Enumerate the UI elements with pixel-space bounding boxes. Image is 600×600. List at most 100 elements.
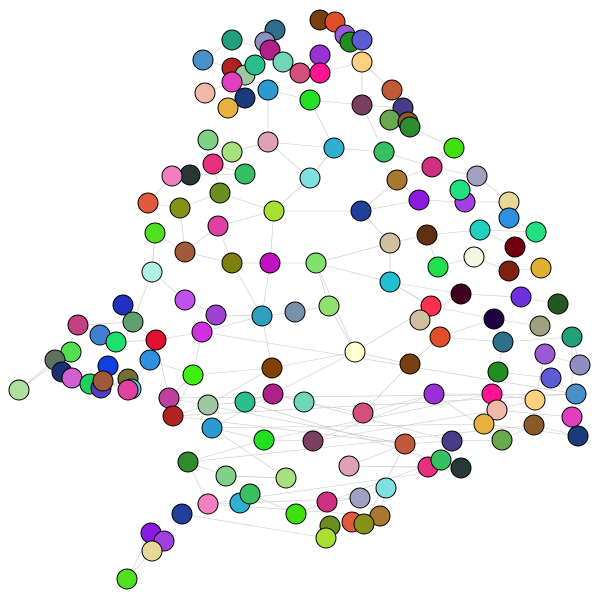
- graph-edge: [496, 409, 573, 418]
- graph-node: [285, 503, 307, 525]
- graph-node: [261, 357, 283, 379]
- graph-node: [309, 44, 331, 66]
- graph-node: [379, 271, 401, 293]
- graph-node: [525, 221, 547, 243]
- graph-node: [205, 304, 227, 326]
- graph-node: [466, 165, 488, 187]
- graph-node: [523, 414, 545, 436]
- graph-node: [221, 252, 243, 274]
- graph-edge: [315, 262, 391, 283]
- graph-node: [530, 257, 552, 279]
- graph-node: [144, 222, 166, 244]
- graph-node: [122, 311, 144, 333]
- graph-node: [257, 79, 279, 101]
- graph-node: [353, 513, 375, 535]
- graph-node: [141, 261, 163, 283]
- graph-edge: [239, 497, 361, 504]
- graph-edge: [312, 409, 498, 442]
- graph-node: [423, 383, 445, 405]
- graph-node: [145, 329, 167, 351]
- graph-edge: [181, 513, 327, 539]
- graph-node: [171, 503, 193, 525]
- graph-node: [409, 309, 431, 331]
- graph-edge: [272, 351, 356, 395]
- graph-edge: [502, 336, 573, 343]
- graph-edge: [312, 393, 435, 442]
- graph-edge: [211, 423, 485, 429]
- graph-node: [430, 449, 452, 471]
- graph-node: [197, 394, 219, 416]
- graph-node: [92, 370, 114, 392]
- graph-node: [349, 487, 371, 509]
- graph-node: [379, 109, 401, 131]
- graph-node: [169, 197, 191, 219]
- graph-edge: [187, 439, 265, 463]
- graph-node: [429, 326, 451, 348]
- graph-node: [309, 62, 331, 84]
- graph-node: [352, 402, 374, 424]
- graph-node: [386, 169, 408, 191]
- graph-node: [217, 97, 239, 119]
- graph-edge: [201, 331, 577, 395]
- graph-node: [201, 417, 223, 439]
- graph-node: [529, 315, 551, 337]
- graph-node: [463, 246, 485, 268]
- graph-node: [179, 164, 201, 186]
- graph-node: [567, 425, 589, 447]
- graph-node: [510, 286, 532, 308]
- graph-node: [443, 137, 465, 159]
- graph-node: [158, 387, 180, 409]
- graph-node: [416, 224, 438, 246]
- graph-node: [487, 361, 509, 383]
- graph-node: [498, 260, 520, 282]
- graph-node: [399, 353, 421, 375]
- graph-node: [344, 341, 366, 363]
- graph-node: [137, 192, 159, 214]
- graph-node: [305, 252, 327, 274]
- graph-node: [215, 465, 237, 487]
- graph-node: [421, 156, 443, 178]
- graph-node: [197, 129, 219, 151]
- graph-node: [174, 241, 196, 263]
- graph-node: [191, 321, 213, 343]
- graph-edge: [433, 393, 503, 441]
- graph-node: [251, 305, 273, 327]
- graph-node: [293, 391, 315, 413]
- graph-node: [259, 252, 281, 274]
- graph-node: [209, 182, 231, 204]
- graph-node: [375, 477, 397, 499]
- graph-node: [450, 457, 472, 479]
- graph-node: [498, 207, 520, 229]
- graph-node: [262, 383, 284, 405]
- graph-node: [491, 429, 513, 451]
- graph-edge: [271, 351, 356, 369]
- graph-edge: [263, 393, 493, 441]
- graph-edge: [362, 393, 435, 414]
- graph-node: [67, 314, 89, 336]
- graph-node: [257, 131, 279, 153]
- graph-edge: [439, 336, 504, 343]
- graph-node: [253, 429, 275, 451]
- graph-node: [540, 367, 562, 389]
- graph-node: [399, 116, 421, 138]
- graph-node: [221, 71, 243, 93]
- graph-node: [565, 383, 587, 405]
- graph-node: [161, 165, 183, 187]
- graph-node: [379, 232, 401, 254]
- graph-node: [318, 295, 340, 317]
- graph-node: [561, 406, 583, 428]
- graph-node: [299, 167, 321, 189]
- graph-node: [483, 308, 505, 330]
- graph-node: [350, 200, 372, 222]
- graph-node: [259, 39, 281, 61]
- graph-node: [174, 289, 196, 311]
- graph-node: [394, 433, 416, 455]
- graph-node: [302, 430, 324, 452]
- graph-edge: [267, 141, 335, 149]
- graph-node: [234, 163, 256, 185]
- graph-node: [441, 430, 463, 452]
- graph-node: [116, 568, 138, 590]
- graph-node: [449, 179, 471, 201]
- graph-node: [105, 331, 127, 353]
